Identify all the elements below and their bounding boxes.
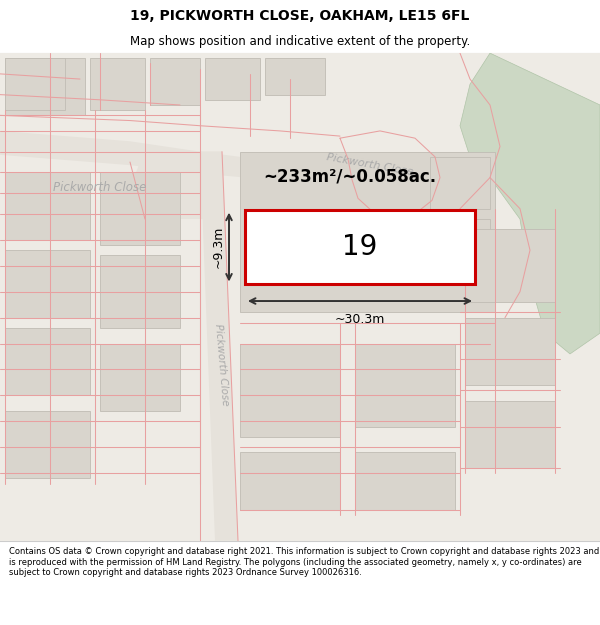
Bar [240, 152, 495, 312]
Polygon shape [130, 152, 222, 219]
Polygon shape [0, 131, 340, 188]
Bar [90, 58, 145, 110]
Text: ~233m²/~0.058ac.: ~233m²/~0.058ac. [263, 168, 437, 186]
Bar [100, 344, 180, 411]
Text: Contains OS data © Crown copyright and database right 2021. This information is : Contains OS data © Crown copyright and d… [9, 548, 599, 577]
Text: ~9.3m: ~9.3m [212, 226, 225, 268]
Bar [465, 318, 555, 385]
Bar [355, 452, 455, 509]
Bar [5, 173, 90, 240]
Bar [205, 58, 260, 100]
Text: 19: 19 [343, 233, 377, 261]
Text: Map shows position and indicative extent of the property.: Map shows position and indicative extent… [130, 35, 470, 48]
Bar [265, 58, 325, 94]
Bar [150, 58, 200, 105]
Bar [100, 256, 180, 328]
Bar [465, 401, 555, 468]
Bar [100, 173, 180, 245]
Bar [355, 344, 455, 426]
Bar [5, 328, 90, 396]
Polygon shape [370, 168, 432, 214]
Bar [430, 157, 490, 209]
Bar [5, 58, 85, 116]
Text: ~30.3m: ~30.3m [335, 314, 385, 326]
Bar [5, 58, 65, 110]
Text: 19, PICKWORTH CLOSE, OAKHAM, LE15 6FL: 19, PICKWORTH CLOSE, OAKHAM, LE15 6FL [130, 9, 470, 23]
Bar [240, 452, 340, 509]
Text: Pickworth Close: Pickworth Close [53, 181, 146, 194]
Polygon shape [200, 152, 238, 541]
Text: Pickworth Close: Pickworth Close [214, 323, 230, 406]
Bar [240, 344, 340, 437]
Bar [5, 411, 90, 478]
Polygon shape [460, 53, 600, 354]
Bar [430, 219, 490, 281]
Polygon shape [340, 155, 455, 231]
Bar [465, 229, 555, 302]
Text: Pickworth Close: Pickworth Close [326, 152, 414, 178]
Bar [245, 210, 475, 284]
Bar [5, 250, 90, 318]
